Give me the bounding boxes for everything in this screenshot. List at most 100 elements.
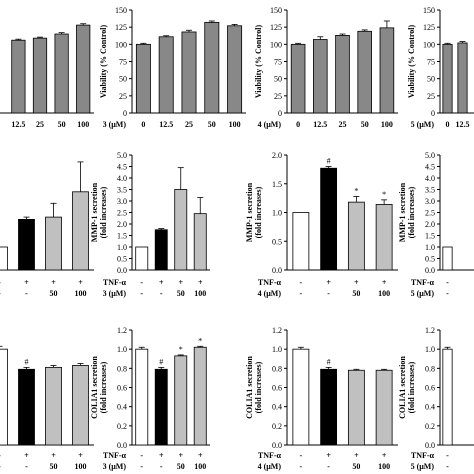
bar	[290, 43, 306, 114]
treatment-cell: 50	[177, 289, 185, 298]
treatment-cell: 100	[75, 462, 87, 471]
y-tick-label: 0.2	[425, 422, 435, 431]
bar	[135, 348, 149, 446]
significance-mark: #	[327, 357, 331, 366]
treatment-cell: -	[160, 462, 163, 471]
y-tick-label: 1.0	[117, 243, 127, 252]
bar	[135, 246, 149, 271]
y-tick-label: 1.0	[425, 345, 435, 354]
bar	[442, 348, 453, 446]
x-tick-label: 25	[36, 120, 44, 129]
x-tick-label: 50	[58, 120, 66, 129]
treatment-cell: -	[25, 289, 28, 298]
treatment-cell: -	[0, 289, 1, 298]
treatment-cell: +	[382, 278, 387, 287]
x-tick-label: 0	[296, 120, 300, 129]
y-axis-label: (fold increases)	[254, 361, 263, 413]
x-tick-label: 0	[141, 120, 145, 129]
y-tick-label: 0.0	[425, 441, 435, 450]
treatment-row-label: 4 (μM)	[258, 289, 282, 298]
treatment-cell: -	[140, 462, 143, 471]
y-tick-label: 125	[423, 23, 435, 32]
treatment-row-label: TNF-α	[411, 451, 435, 460]
y-axis-label: MMP-1 secretion	[398, 182, 407, 242]
x-tick-label: 25	[185, 120, 193, 129]
chart-panel-r0c1: 0 25 50 75 100 125 150 Viability (% Control) 0 12…	[99, 6, 246, 129]
y-tick-label: 3.0	[117, 197, 127, 206]
treatment-cell: +	[159, 451, 164, 460]
significance-mark: *	[179, 345, 183, 354]
bar	[0, 348, 8, 446]
bar	[32, 37, 48, 114]
treatment-cell: +	[159, 278, 164, 287]
y-tick-label: 75	[427, 58, 435, 67]
y-tick-label: 50	[427, 75, 435, 84]
bar	[54, 33, 69, 114]
y-tick-label: 0.8	[272, 364, 282, 373]
bar	[174, 189, 188, 271]
treatment-cell: -	[327, 462, 330, 471]
y-tick-label: 0.2	[117, 422, 127, 431]
y-tick-label: 3.0	[425, 197, 435, 206]
treatment-cell: +	[198, 278, 203, 287]
bar	[193, 346, 207, 446]
x-tick-label: 25	[339, 120, 347, 129]
significance-mark: *	[198, 336, 202, 345]
chart-panel-r1c2: 0.0 0.5 1.0 1.5 2.0 MMP-1 secretion (fold incr…	[245, 151, 398, 298]
treatment-cell: -	[0, 451, 1, 460]
treatment-cell: -	[160, 289, 163, 298]
y-tick-label: 0.6	[425, 384, 435, 393]
chart-panel-r0c0: 12.5 25 50 100	[0, 23, 94, 129]
bar	[375, 369, 393, 446]
treatment-row-label: 5 (μM)	[411, 462, 435, 471]
bar	[174, 355, 188, 446]
treatment-cell: 100	[194, 289, 206, 298]
y-tick-label: 25	[274, 92, 282, 101]
y-axis-label: MMP-1 secretion	[90, 182, 99, 242]
bar	[442, 43, 453, 114]
treatment-cell: +	[178, 451, 183, 460]
treatment-cell: 50	[50, 289, 58, 298]
y-axis-label: (fold increases)	[407, 186, 416, 238]
y-tick-label: 4.0	[425, 174, 435, 183]
y-tick-label: 100	[115, 40, 127, 49]
bar	[0, 246, 8, 271]
treatment-row-label: 3 (μM)	[103, 289, 127, 298]
y-tick-label: 0	[123, 109, 127, 118]
y-axis-label: Viability (% Control)	[254, 25, 263, 99]
y-tick-label: 1.0	[272, 209, 282, 218]
bar	[193, 213, 207, 271]
chart-panel-r2c1: 0.0 0.2 0.4 0.6 0.8 1.0 1.2 COLIA1 secretion (fo…	[90, 326, 210, 471]
chart-panel-r2c3: 0.0 0.2 0.4 0.6 0.8 1.0 1.2 COLIA1 secretion (fo…	[398, 326, 474, 471]
y-tick-label: 0.0	[425, 266, 435, 275]
x-tick-label: 12.5	[456, 120, 470, 129]
treatment-cell: -	[446, 451, 449, 460]
treatment-cell: -	[327, 289, 330, 298]
y-tick-label: 0.0	[117, 441, 127, 450]
y-tick-label: 0	[431, 109, 435, 118]
chart-panel-r1c1: 0.0 0.5 1.0 1.5 2.0 2.5 3.0 3.5 4.0 4.5 5.0 MMP-1 s…	[90, 151, 210, 298]
x-tick-label: 100	[77, 120, 89, 129]
treatment-cell: +	[51, 278, 56, 287]
x-axis-label: 4 (μM)	[258, 120, 282, 129]
y-tick-label: 75	[274, 58, 282, 67]
treatment-cell: -	[140, 278, 143, 287]
bar	[154, 368, 168, 446]
significance-mark: #	[159, 357, 163, 366]
y-tick-label: 5.0	[117, 151, 127, 160]
bar	[72, 365, 89, 446]
chart-panel-r1c3: 0.0 0.5 1.0 1.5 2.0 2.5 3.0 3.5 4.0 4.5 5.0 MMP-1 s…	[398, 151, 474, 298]
y-tick-label: 0.4	[425, 403, 435, 412]
significance-mark: *	[382, 190, 386, 199]
y-axis-label: (fold increases)	[254, 186, 263, 238]
bar	[457, 42, 468, 114]
y-tick-label: 4.0	[117, 174, 127, 183]
y-tick-label: 0.2	[272, 422, 282, 431]
y-tick-label: 2.0	[272, 151, 282, 160]
y-axis-label: (fold increases)	[99, 186, 108, 238]
treatment-row-label: TNF-α	[103, 278, 127, 287]
x-tick-label: 12.5	[159, 120, 173, 129]
y-tick-label: 0.8	[117, 364, 127, 373]
bar	[45, 216, 62, 271]
